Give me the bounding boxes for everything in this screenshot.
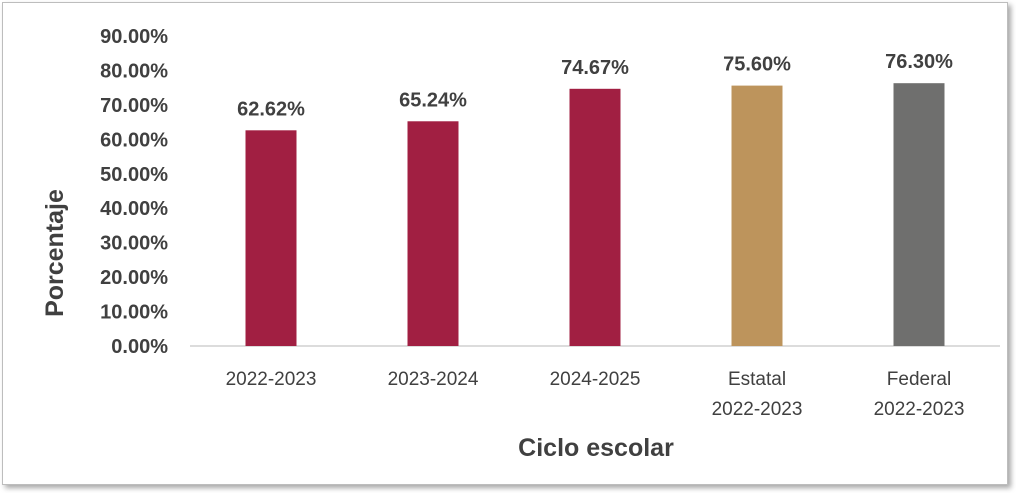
- data-labels: 62.62% 65.24% 74.67% 75.60% 76.30%: [237, 51, 953, 120]
- x-tick-label: 2022-2023: [874, 399, 965, 420]
- x-tick-label: 2024-2025: [550, 369, 641, 390]
- x-tick-label: 2023-2024: [388, 369, 479, 390]
- y-tick-label: 20.00%: [100, 267, 168, 289]
- data-label: 65.24%: [399, 89, 467, 111]
- data-label: 62.62%: [237, 98, 305, 120]
- y-tick-label: 80.00%: [100, 60, 168, 82]
- bar: [731, 85, 783, 346]
- data-label: 75.60%: [723, 54, 791, 76]
- data-label: 76.30%: [885, 51, 953, 73]
- y-axis-title: Porcentaje: [41, 189, 69, 317]
- y-tick-label: 70.00%: [100, 95, 168, 117]
- x-axis-title: Ciclo escolar: [518, 434, 674, 462]
- bar: [569, 88, 621, 346]
- x-tick-label: 2022-2023: [712, 399, 803, 420]
- y-tick-label: 50.00%: [100, 164, 168, 186]
- y-tick-label: 30.00%: [100, 233, 168, 255]
- y-tick-label: 0.00%: [111, 336, 168, 358]
- y-tick-label: 40.00%: [100, 198, 168, 220]
- y-axis-ticks: 0.00% 10.00% 20.00% 30.00% 40.00% 50.00% 60.00…: [100, 26, 168, 358]
- x-tick-label: Federal: [887, 369, 951, 390]
- x-tick-label: 2022-2023: [226, 369, 317, 390]
- bar: [245, 130, 297, 346]
- y-tick-label: 10.00%: [100, 302, 168, 324]
- y-tick-label: 90.00%: [100, 26, 168, 48]
- y-tick-label: 60.00%: [100, 129, 168, 151]
- x-tick-label: Estatal: [728, 369, 786, 390]
- bars: [245, 83, 945, 346]
- chart-frame: [2, 2, 1008, 485]
- bar: [893, 83, 945, 346]
- bar: [407, 121, 459, 346]
- data-label: 74.67%: [561, 57, 629, 79]
- x-axis-categories: 2022-2023 2023-2024 2024-2025 Estatal 2022-2…: [226, 369, 965, 420]
